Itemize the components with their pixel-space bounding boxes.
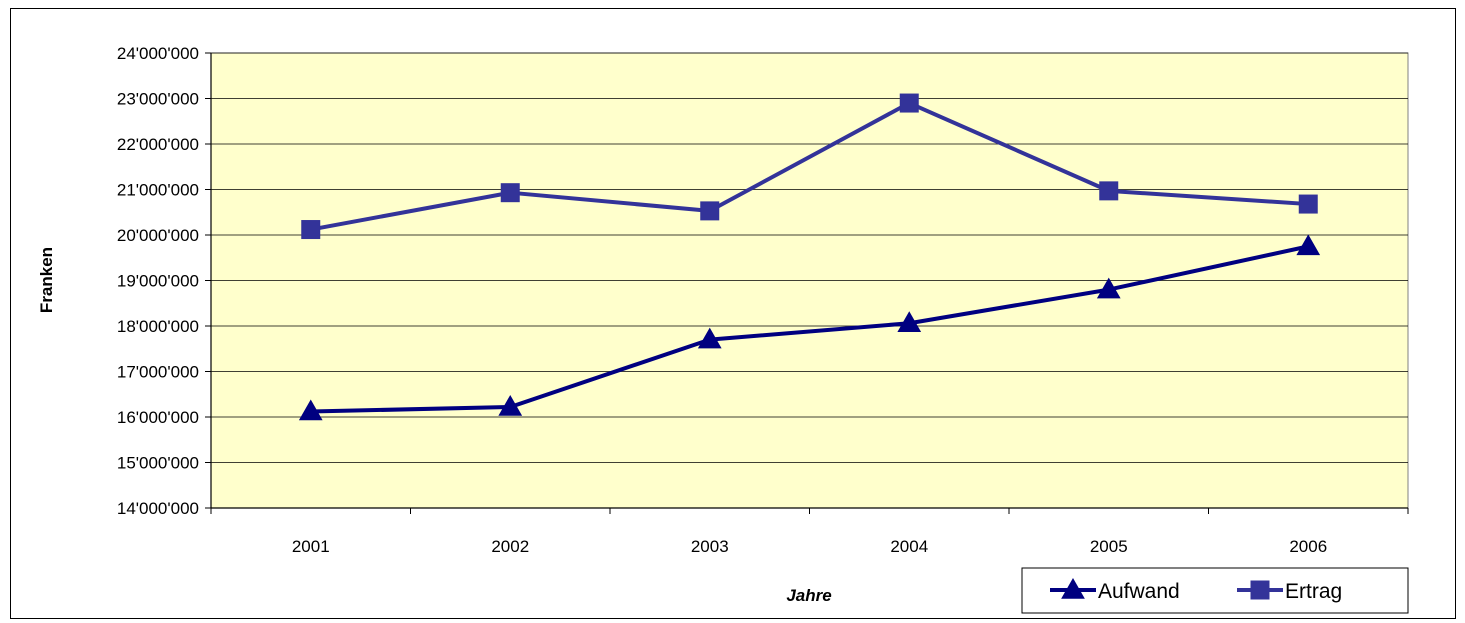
x-axis-ticks: 2001 2002 2003 2004 2005 2006 bbox=[210, 508, 1409, 556]
y-axis-title: Franken bbox=[37, 247, 56, 313]
y-tick-label: 17'000'000 bbox=[117, 363, 199, 382]
data-point-ertrag bbox=[301, 220, 321, 240]
y-tick-label: 14'000'000 bbox=[117, 499, 199, 518]
y-tick-label: 22'000'000 bbox=[117, 135, 199, 154]
x-tick-label: 2001 bbox=[292, 537, 330, 556]
y-tick-label: 15'000'000 bbox=[117, 454, 199, 473]
x-tick-label: 2004 bbox=[890, 537, 928, 556]
data-point-ertrag bbox=[1298, 194, 1318, 214]
data-point-ertrag bbox=[1099, 181, 1119, 201]
series-line-ertrag bbox=[310, 101, 1309, 232]
data-point-ertrag bbox=[700, 201, 720, 221]
data-point-aufwand bbox=[1096, 277, 1121, 299]
gridlines bbox=[211, 52, 1408, 463]
legend-label-aufwand: Aufwand bbox=[1098, 580, 1180, 603]
y-tick-label: 20'000'000 bbox=[117, 226, 199, 245]
y-axis-ticks: 14'000'000 15'000'000 16'000'000 17'000'000… bbox=[117, 44, 211, 518]
legend: Aufwand Ertrag bbox=[1021, 567, 1409, 614]
x-axis-title: Jahre bbox=[786, 586, 831, 605]
x-tick-label: 2005 bbox=[1090, 537, 1128, 556]
legend-marker-ertrag bbox=[1250, 580, 1270, 600]
x-tick-label: 2003 bbox=[691, 537, 729, 556]
data-point-ertrag bbox=[899, 93, 919, 113]
data-point-aufwand bbox=[697, 327, 722, 349]
y-tick-label: 24'000'000 bbox=[117, 44, 199, 63]
y-tick-label: 16'000'000 bbox=[117, 408, 199, 427]
y-tick-label: 21'000'000 bbox=[117, 181, 199, 200]
data-point-aufwand bbox=[498, 394, 523, 416]
x-tick-label: 2002 bbox=[491, 537, 529, 556]
series-group bbox=[298, 93, 1321, 421]
y-tick-label: 23'000'000 bbox=[117, 90, 199, 109]
series-line-aufwand bbox=[310, 244, 1309, 414]
y-tick-label: 19'000'000 bbox=[117, 272, 199, 291]
data-point-aufwand bbox=[1296, 234, 1321, 256]
data-point-aufwand bbox=[897, 311, 922, 333]
data-point-aufwand bbox=[298, 399, 323, 421]
data-point-ertrag bbox=[500, 183, 520, 203]
y-tick-label: 18'000'000 bbox=[117, 317, 199, 336]
x-tick-label: 2006 bbox=[1289, 537, 1327, 556]
legend-label-ertrag: Ertrag bbox=[1285, 580, 1342, 603]
legend-marker-aufwand bbox=[1061, 577, 1085, 599]
